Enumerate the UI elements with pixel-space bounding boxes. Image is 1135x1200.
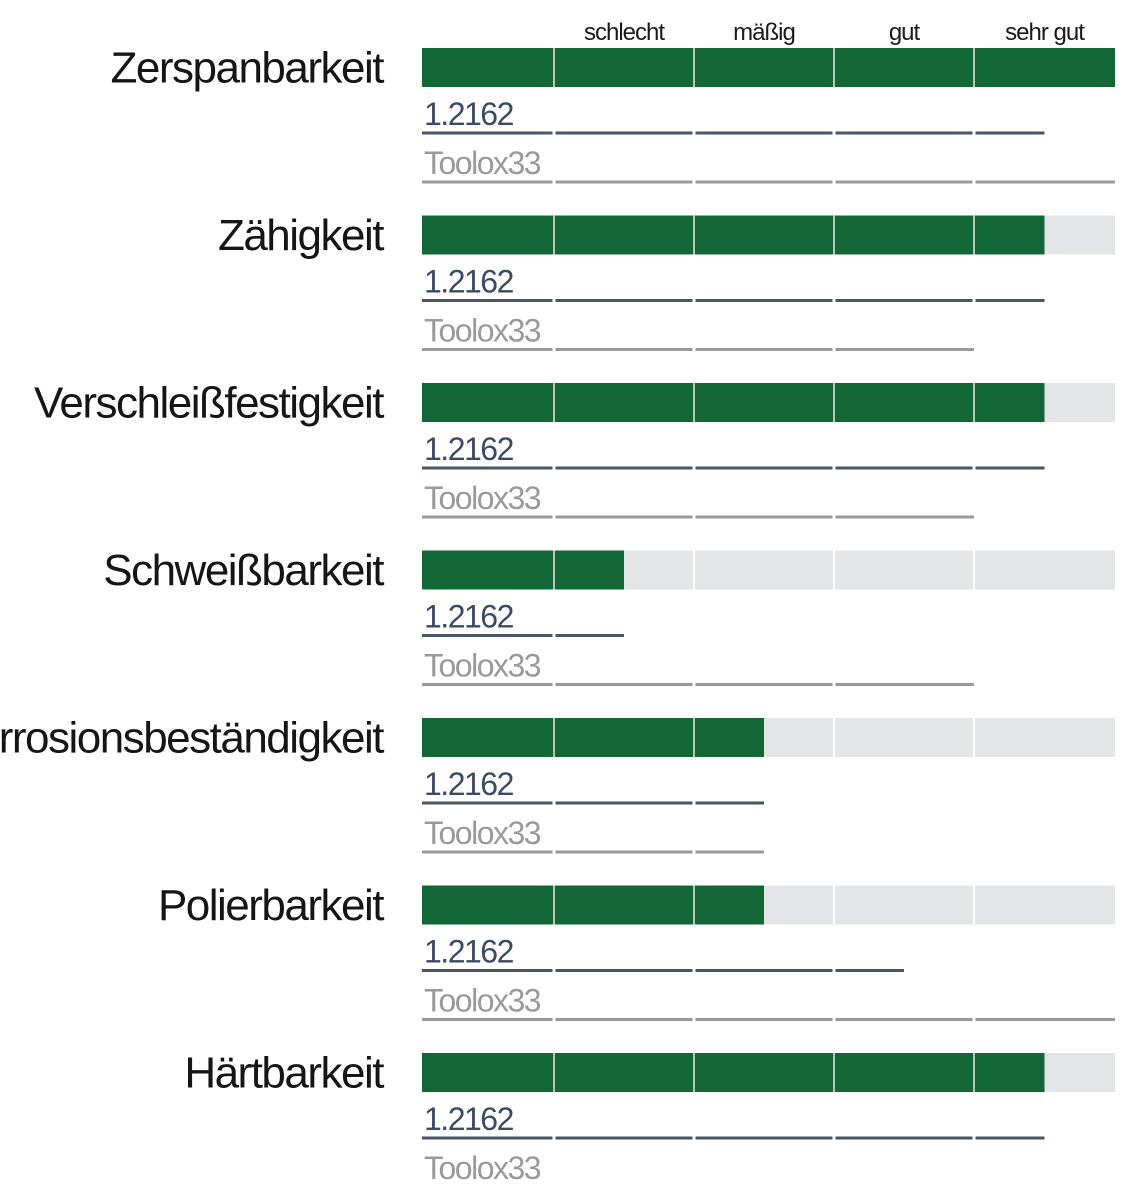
material-label: Toolox33 bbox=[424, 983, 541, 1019]
material-label: 1.2162 bbox=[424, 934, 514, 970]
scale-label: mäßig bbox=[733, 19, 795, 46]
property-label: Korrosionsbeständigkeit bbox=[0, 714, 384, 763]
property-label: Zähigkeit bbox=[218, 211, 384, 260]
material-label: Toolox33 bbox=[424, 648, 541, 684]
scale-label: sehr gut bbox=[1005, 19, 1085, 46]
material-label: 1.2162 bbox=[424, 599, 514, 635]
material-label: Toolox33 bbox=[424, 313, 541, 349]
material-label: 1.2162 bbox=[424, 431, 514, 467]
property-label: Verschleißfestigkeit bbox=[34, 379, 384, 428]
bar-fill bbox=[422, 48, 1115, 87]
material-label: Toolox33 bbox=[424, 1150, 541, 1186]
property-label: Zerspanbarkeit bbox=[111, 44, 385, 93]
material-label: 1.2162 bbox=[424, 264, 514, 300]
property-label: Härtbarkeit bbox=[184, 1049, 384, 1098]
bar-fill bbox=[422, 383, 1045, 422]
bar-fill bbox=[422, 1053, 1045, 1092]
material-label: Toolox33 bbox=[424, 480, 541, 516]
property-label: Schweißbarkeit bbox=[103, 546, 384, 595]
bar-fill bbox=[422, 215, 1045, 255]
material-label: Toolox33 bbox=[424, 145, 541, 181]
material-label: Toolox33 bbox=[424, 815, 541, 851]
scale-label: schlecht bbox=[584, 19, 665, 46]
scale-label: gut bbox=[889, 19, 921, 46]
bar-fill bbox=[422, 718, 764, 757]
bar-fill bbox=[422, 885, 764, 925]
material-label: 1.2162 bbox=[424, 96, 514, 132]
material-label: 1.2162 bbox=[424, 766, 514, 802]
bar-fill bbox=[422, 550, 624, 590]
material-label: 1.2162 bbox=[424, 1101, 514, 1137]
property-label: Polierbarkeit bbox=[158, 881, 384, 930]
